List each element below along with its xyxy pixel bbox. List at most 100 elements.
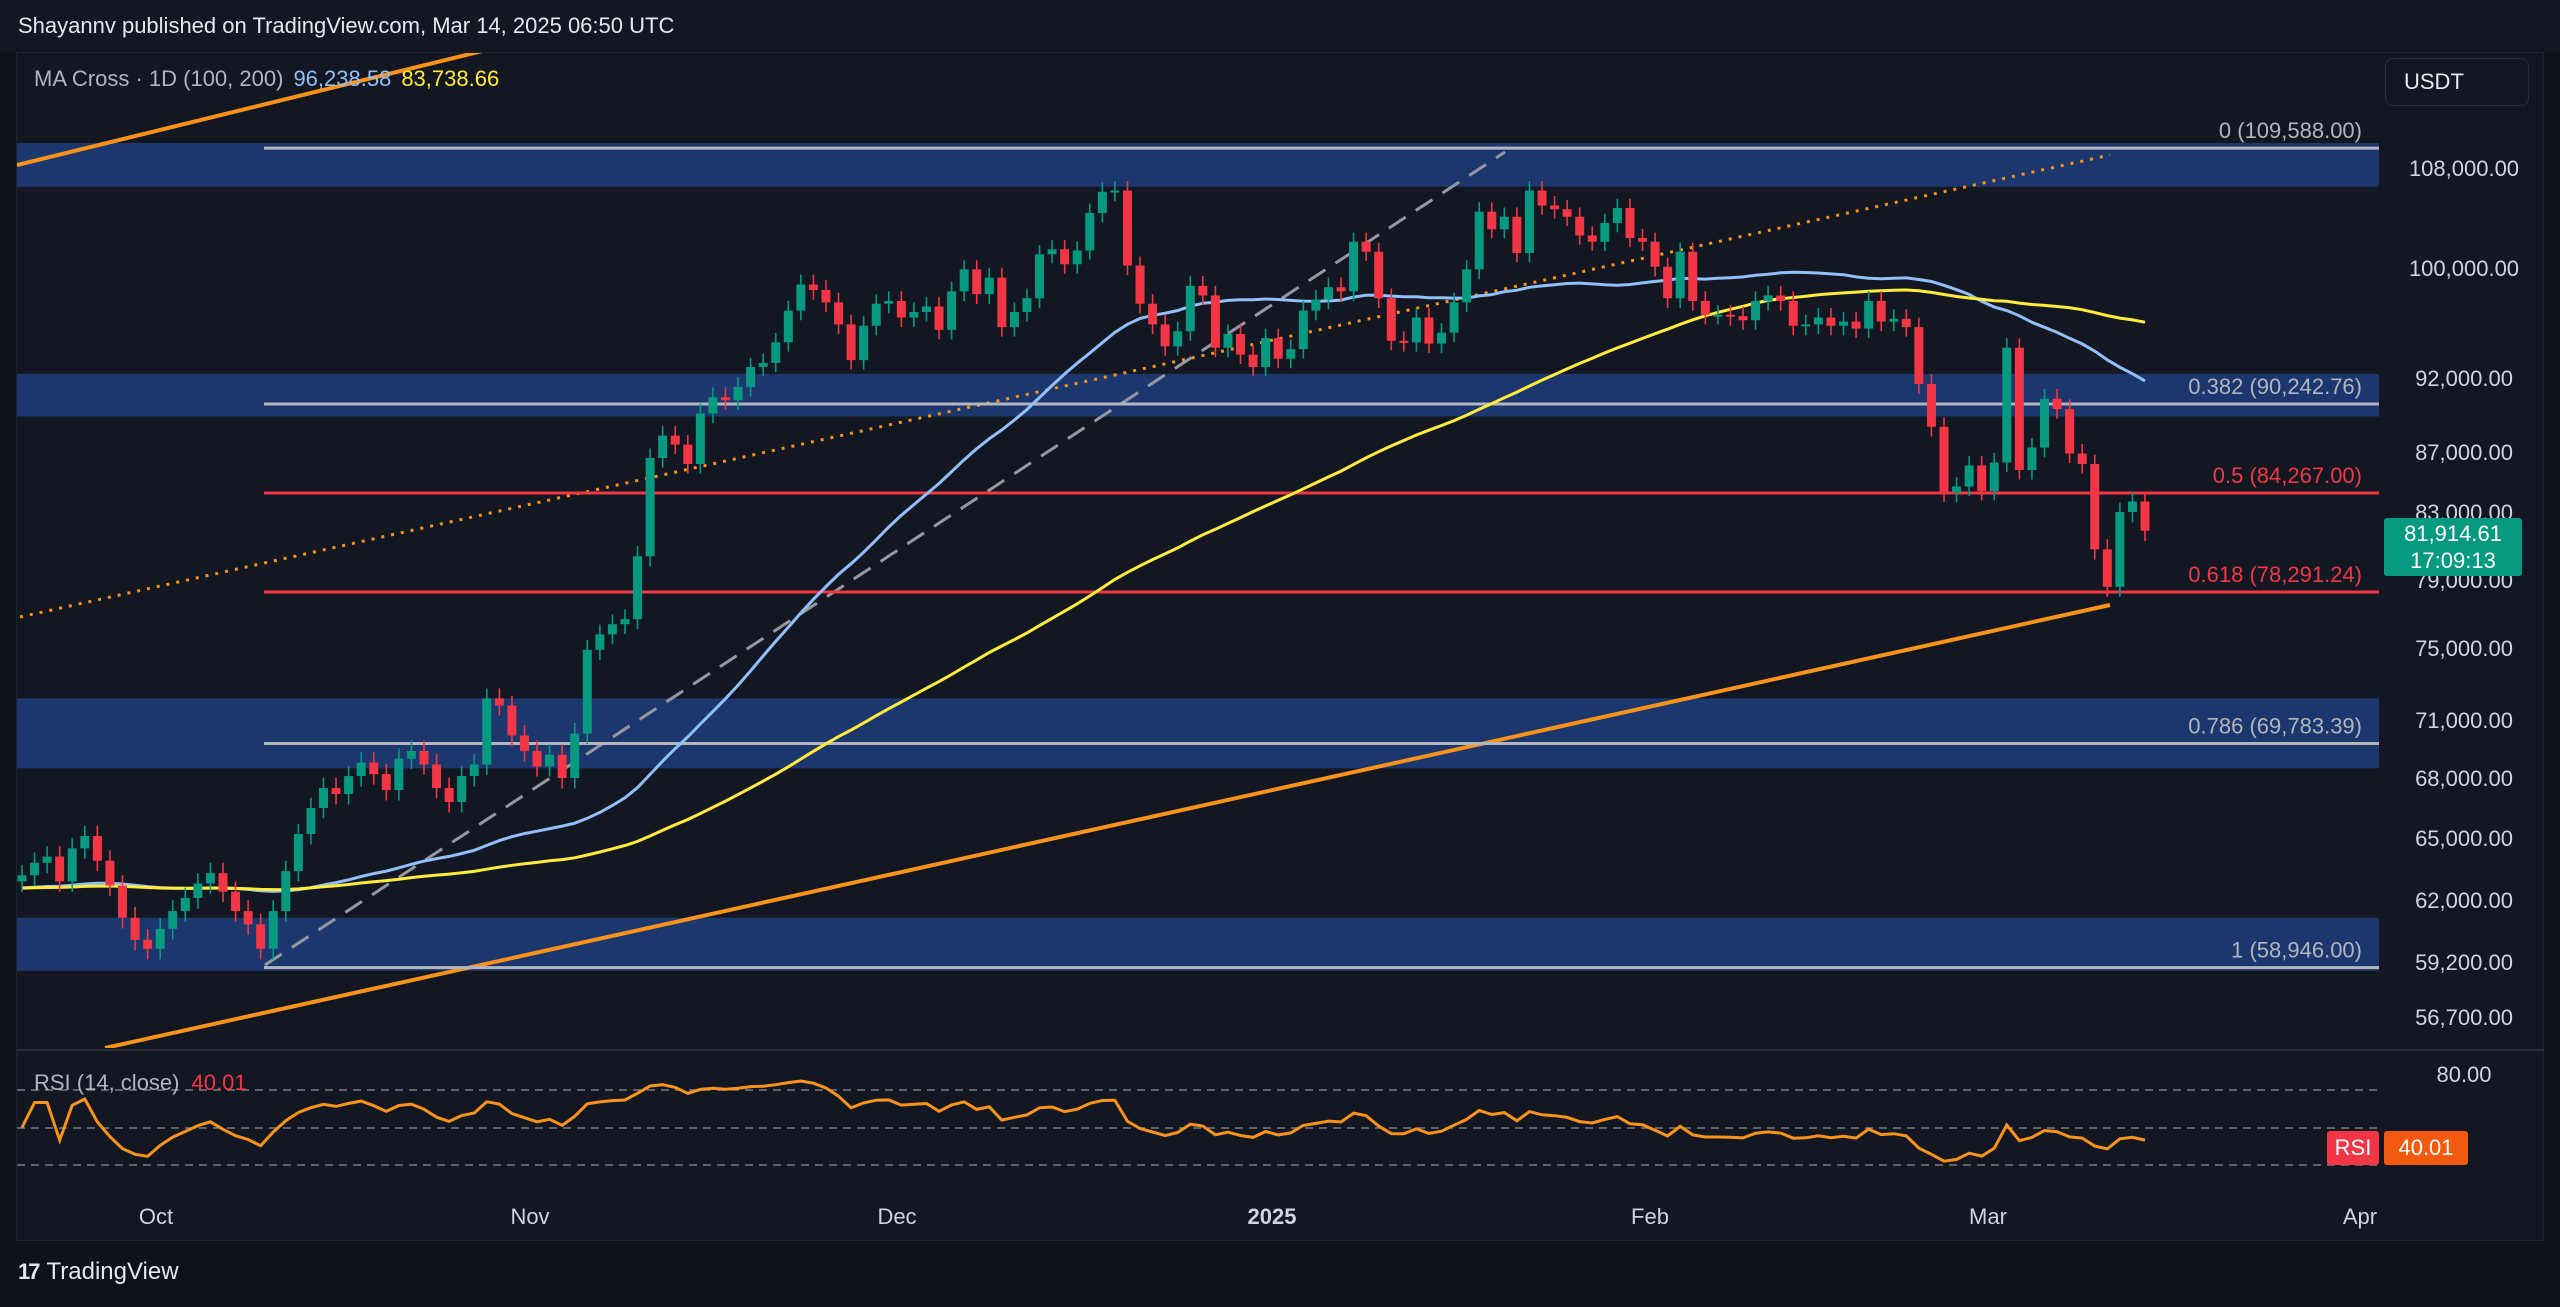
candle-body [1160, 324, 1170, 347]
candle-body [582, 649, 592, 734]
candle-body [2090, 464, 2100, 550]
candle-body [695, 413, 705, 464]
candle-body [1700, 301, 1710, 315]
ma100-value: 96,238.58 [293, 66, 392, 91]
candle-body [1085, 213, 1095, 251]
candle-body [1336, 287, 1346, 292]
candle-body [1135, 265, 1145, 304]
candle-body [130, 917, 140, 940]
time-axis[interactable]: Oct Nov Dec 2025 Feb Mar Apr [139, 1204, 2377, 1229]
candle-body [1009, 312, 1019, 328]
candle-body [1411, 317, 1421, 343]
candle-body [1298, 310, 1308, 350]
candle-body [55, 856, 65, 882]
publish-header-text: Shayannv published on TradingView.com, M… [18, 13, 675, 38]
candle-body [1926, 383, 1936, 427]
candle-body [997, 277, 1007, 328]
candle-body [834, 302, 844, 325]
candle-body [1449, 302, 1459, 333]
candle-body [17, 875, 27, 882]
rsi-legend[interactable]: RSI (14, close) 40.01 [34, 1070, 247, 1096]
candle-body [2027, 447, 2037, 470]
rsi-tick-label: 80.00 [2436, 1062, 2491, 1087]
price-zone [17, 917, 2379, 971]
price-tick-label: 100,000.00 [2409, 256, 2519, 281]
candle-body [1462, 269, 1472, 303]
candle-body [494, 698, 504, 706]
candle-body [2014, 347, 2024, 470]
price-tick-label: 75,000.00 [2415, 636, 2513, 661]
candle-body [921, 306, 931, 312]
fibonacci-labels: 0 (109,588.00) 0.382 (90,242.76) 0.5 (84,2… [2188, 118, 2362, 962]
candle-body [607, 624, 617, 635]
candle-body [2115, 512, 2125, 587]
candle-body [1977, 465, 1987, 491]
candle-body [331, 788, 341, 794]
candle-body [746, 367, 756, 387]
time-tick-label: Nov [510, 1204, 549, 1229]
fibonacci-levels [264, 146, 2379, 970]
ma200-value: 83,738.66 [401, 66, 500, 91]
time-tick-label: Mar [1969, 1204, 2007, 1229]
price-tick-label: 56,700.00 [2415, 1005, 2513, 1030]
candle-body [2002, 347, 2012, 463]
rsi-badge-value: 40.01 [2398, 1135, 2453, 1160]
rsi-guide-lines [17, 1089, 2379, 1166]
chart-panel[interactable] [16, 52, 2544, 1241]
ma-100-line [21, 270, 2146, 893]
candle-body [1600, 223, 1610, 242]
candle-body [30, 862, 40, 876]
candle-body [105, 860, 115, 886]
indicator-legend[interactable]: MA Cross · 1D (100, 200) 96,238.58 83,73… [34, 66, 499, 92]
brand-name: TradingView [46, 1258, 179, 1285]
footer-brand[interactable]: 17 TradingView [18, 1258, 179, 1286]
price-tick-label: 87,000.00 [2415, 440, 2513, 465]
candle-body [896, 301, 906, 318]
candle-body [1612, 208, 1622, 223]
moving-averages [21, 270, 2146, 893]
ma-200-line [21, 288, 2146, 892]
candle-body [570, 733, 580, 778]
candle-body [1198, 285, 1208, 296]
indicator-name: MA Cross · 1D (100, 200) [34, 66, 284, 91]
price-axis[interactable]: 108,000.00100,000.0092,000.0087,000.0083… [2409, 156, 2519, 1030]
candle-body [1725, 314, 1735, 317]
candle-body [281, 871, 291, 912]
candle-body [1487, 211, 1497, 230]
candle-body [117, 885, 127, 918]
price-zone [17, 373, 2379, 417]
candle-body [859, 325, 869, 361]
candle-body [1072, 250, 1082, 265]
candle-body [871, 303, 881, 326]
candle-body [1173, 331, 1183, 347]
candle-body [1148, 303, 1158, 325]
candle-body [884, 301, 894, 304]
candle-body [369, 762, 379, 775]
candle-body [469, 764, 479, 777]
dashed-measure-line [264, 150, 1506, 967]
candle-body [1989, 462, 1999, 491]
candle-body [1248, 354, 1258, 367]
currency-button[interactable]: USDT [2385, 58, 2529, 106]
candle-body [2052, 398, 2062, 410]
candle-body [771, 342, 781, 363]
candle-body [444, 788, 454, 802]
rsi-badge-label: RSI [2335, 1135, 2372, 1160]
candle-body [293, 834, 303, 872]
candle-body [1839, 321, 1849, 326]
rsi-line [20, 1079, 2146, 1163]
candle-body [1286, 349, 1296, 359]
candle-body [909, 312, 919, 318]
candle-body [670, 435, 680, 445]
candle-body [256, 924, 266, 949]
rsi-pane [20, 1079, 2146, 1163]
candle-body [1889, 318, 1899, 322]
rsi-value: 40.01 [191, 1070, 247, 1095]
candle-body [733, 386, 743, 401]
time-tick-label: Dec [877, 1204, 916, 1229]
candle-body [457, 776, 467, 802]
last-price-value: 81,914.61 [2404, 521, 2502, 546]
candle-body [482, 698, 492, 765]
price-tick-label: 108,000.00 [2409, 156, 2519, 181]
